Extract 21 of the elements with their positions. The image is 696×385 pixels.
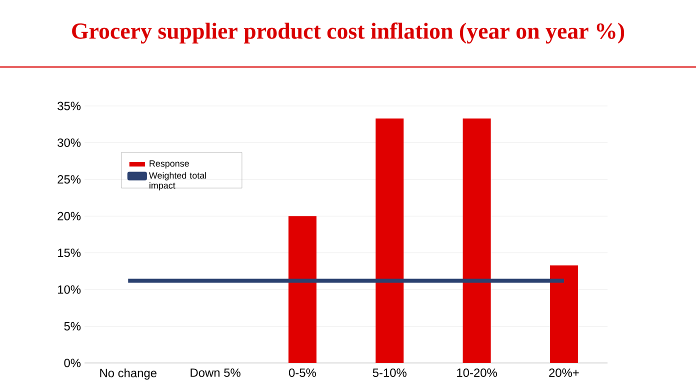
- y-tick-label: 30%: [58, 138, 81, 147]
- y-tick-label: 25%: [58, 175, 81, 184]
- x-tick-label: 20%+: [549, 368, 579, 377]
- chart-title: Grocery supplier product cost inflation (year on year %): [72, 22, 624, 44]
- y-tick-label: 0%: [64, 358, 81, 368]
- bar: [376, 118, 404, 363]
- bar: [288, 216, 316, 363]
- legend-label: Response: [150, 160, 189, 168]
- x-tick-label: 10-20%: [457, 368, 497, 377]
- y-tick-label: 5%: [64, 322, 81, 330]
- x-tick-label: 0-5%: [288, 368, 316, 377]
- legend-label: Weighted total impact: [149, 172, 206, 190]
- bar: [462, 118, 491, 363]
- x-tick-label: No change: [100, 368, 156, 380]
- x-tick-label: 5-10%: [372, 368, 406, 377]
- y-tick-label: 20%: [58, 212, 81, 220]
- bar: [550, 265, 578, 363]
- y-tick-label: 35%: [58, 102, 81, 110]
- y-tick-label: 15%: [58, 248, 81, 258]
- x-tick-label: Down 5%: [190, 368, 240, 377]
- y-tick-label: 10%: [58, 285, 81, 294]
